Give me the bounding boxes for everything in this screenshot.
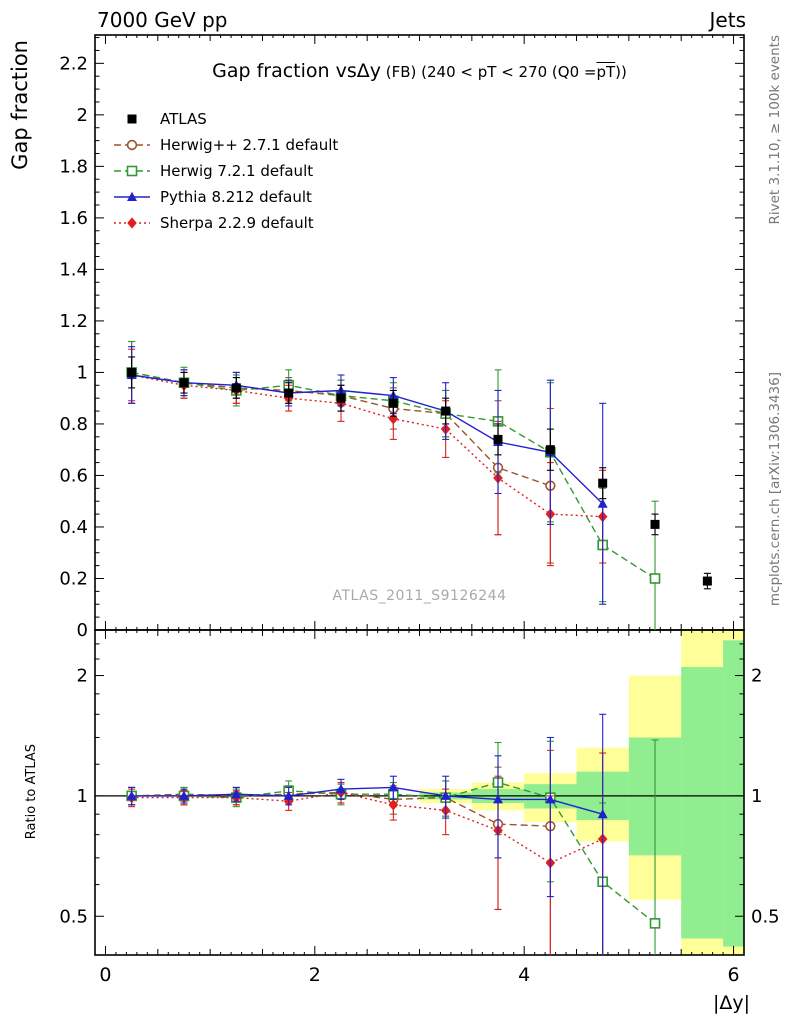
legend-item-pythia: Pythia 8.212 default bbox=[112, 184, 338, 210]
svg-text:0: 0 bbox=[77, 620, 88, 641]
svg-text:2: 2 bbox=[309, 964, 321, 986]
x-axis-label: |Δy| bbox=[712, 992, 750, 1014]
analysis-topic-label: Jets bbox=[709, 8, 746, 32]
rivet-version-note: Rivet 3.1.10, ≥ 100k events bbox=[767, 35, 783, 225]
band-green bbox=[723, 640, 744, 947]
legend-label-sherpa: Sherpa 2.2.9 default bbox=[160, 214, 314, 232]
legend: ATLAS Herwig++ 2.7.1 default Herwig 7.2.1 … bbox=[112, 106, 338, 236]
axis-ticks bbox=[95, 35, 744, 955]
y-axis-label-ratio: Ratio to ATLAS bbox=[24, 744, 39, 840]
svg-text:6: 6 bbox=[727, 964, 739, 986]
svg-text:1.6: 1.6 bbox=[59, 208, 88, 229]
legend-label-pythia: Pythia 8.212 default bbox=[160, 188, 312, 206]
svg-text:1.4: 1.4 bbox=[59, 259, 88, 280]
svg-text:2: 2 bbox=[77, 105, 88, 126]
svg-text:1.8: 1.8 bbox=[59, 156, 88, 177]
plot-title-observable: Δy bbox=[356, 60, 381, 82]
ratio-uncertainty-bands bbox=[419, 630, 744, 955]
legend-item-herwigpp: Herwig++ 2.7.1 default bbox=[112, 132, 338, 158]
beam-energy-label: 7000 GeV pp bbox=[97, 8, 228, 32]
series-atlas-top bbox=[127, 356, 712, 590]
herwig7-marker-icon bbox=[114, 165, 150, 177]
legend-label-atlas: ATLAS bbox=[160, 110, 207, 128]
svg-text:0: 0 bbox=[99, 964, 111, 986]
plot-title: Gap fraction vsΔy (FB) (240 < pT < 270 (… bbox=[95, 60, 744, 82]
svg-text:0.2: 0.2 bbox=[59, 568, 88, 589]
svg-text:0.8: 0.8 bbox=[59, 414, 88, 435]
svg-text:1.2: 1.2 bbox=[59, 311, 88, 332]
plot-title-main: Gap fraction vs bbox=[212, 60, 357, 82]
svg-text:0.6: 0.6 bbox=[59, 465, 88, 486]
herwigpp-marker-icon bbox=[114, 139, 150, 151]
analysis-id-watermark: ATLAS_2011_S9126244 bbox=[332, 588, 507, 604]
svg-text:2: 2 bbox=[751, 666, 762, 687]
atlas-marker-icon bbox=[127, 114, 137, 124]
svg-text:0.5: 0.5 bbox=[59, 906, 88, 927]
mcplots-reference-note: mcplots.cern.ch [arXiv:1306.3436] bbox=[767, 372, 783, 607]
series-sherpa-top bbox=[126, 348, 608, 567]
axis-tick-labels: 0 2 4 6 0 0.2 0.4 0.6 0.8 1 1.2 1.4 1.6 1.8 2 2.2 0.5 0.5… bbox=[59, 53, 779, 986]
series-pythia-ratio bbox=[126, 713, 608, 955]
svg-text:0.5: 0.5 bbox=[751, 906, 780, 927]
herwig7-line bbox=[131, 781, 656, 924]
svg-text:2.2: 2.2 bbox=[59, 53, 88, 74]
sherpa-marker-icon bbox=[114, 217, 150, 229]
plot-title-cut-text: (FB) (240 < pT < 270 (Q0 = bbox=[381, 63, 597, 81]
legend-label-herwig7: Herwig 7.2.1 default bbox=[160, 162, 314, 180]
svg-text:1: 1 bbox=[77, 362, 88, 383]
band-green bbox=[681, 667, 724, 939]
pythia-line bbox=[131, 374, 604, 505]
legend-item-herwig7: Herwig 7.2.1 default bbox=[112, 158, 338, 184]
legend-item-sherpa: Sherpa 2.2.9 default bbox=[112, 210, 338, 236]
svg-text:4: 4 bbox=[518, 964, 530, 986]
y-axis-label-gap-fraction: Gap fraction bbox=[8, 40, 32, 170]
plot-title-q0-overline: pT bbox=[596, 63, 616, 81]
legend-item-atlas: ATLAS bbox=[112, 106, 338, 132]
sherpa-line bbox=[131, 374, 603, 518]
svg-text:1: 1 bbox=[77, 786, 88, 807]
svg-text:2: 2 bbox=[77, 666, 88, 687]
pythia-marker-icon bbox=[114, 191, 150, 201]
svg-text:1: 1 bbox=[751, 786, 762, 807]
legend-label-herwigpp: Herwig++ 2.7.1 default bbox=[160, 136, 339, 154]
plot-title-cut-close: )) bbox=[615, 63, 627, 81]
pythia-line bbox=[131, 786, 603, 815]
svg-text:0.4: 0.4 bbox=[59, 517, 88, 538]
